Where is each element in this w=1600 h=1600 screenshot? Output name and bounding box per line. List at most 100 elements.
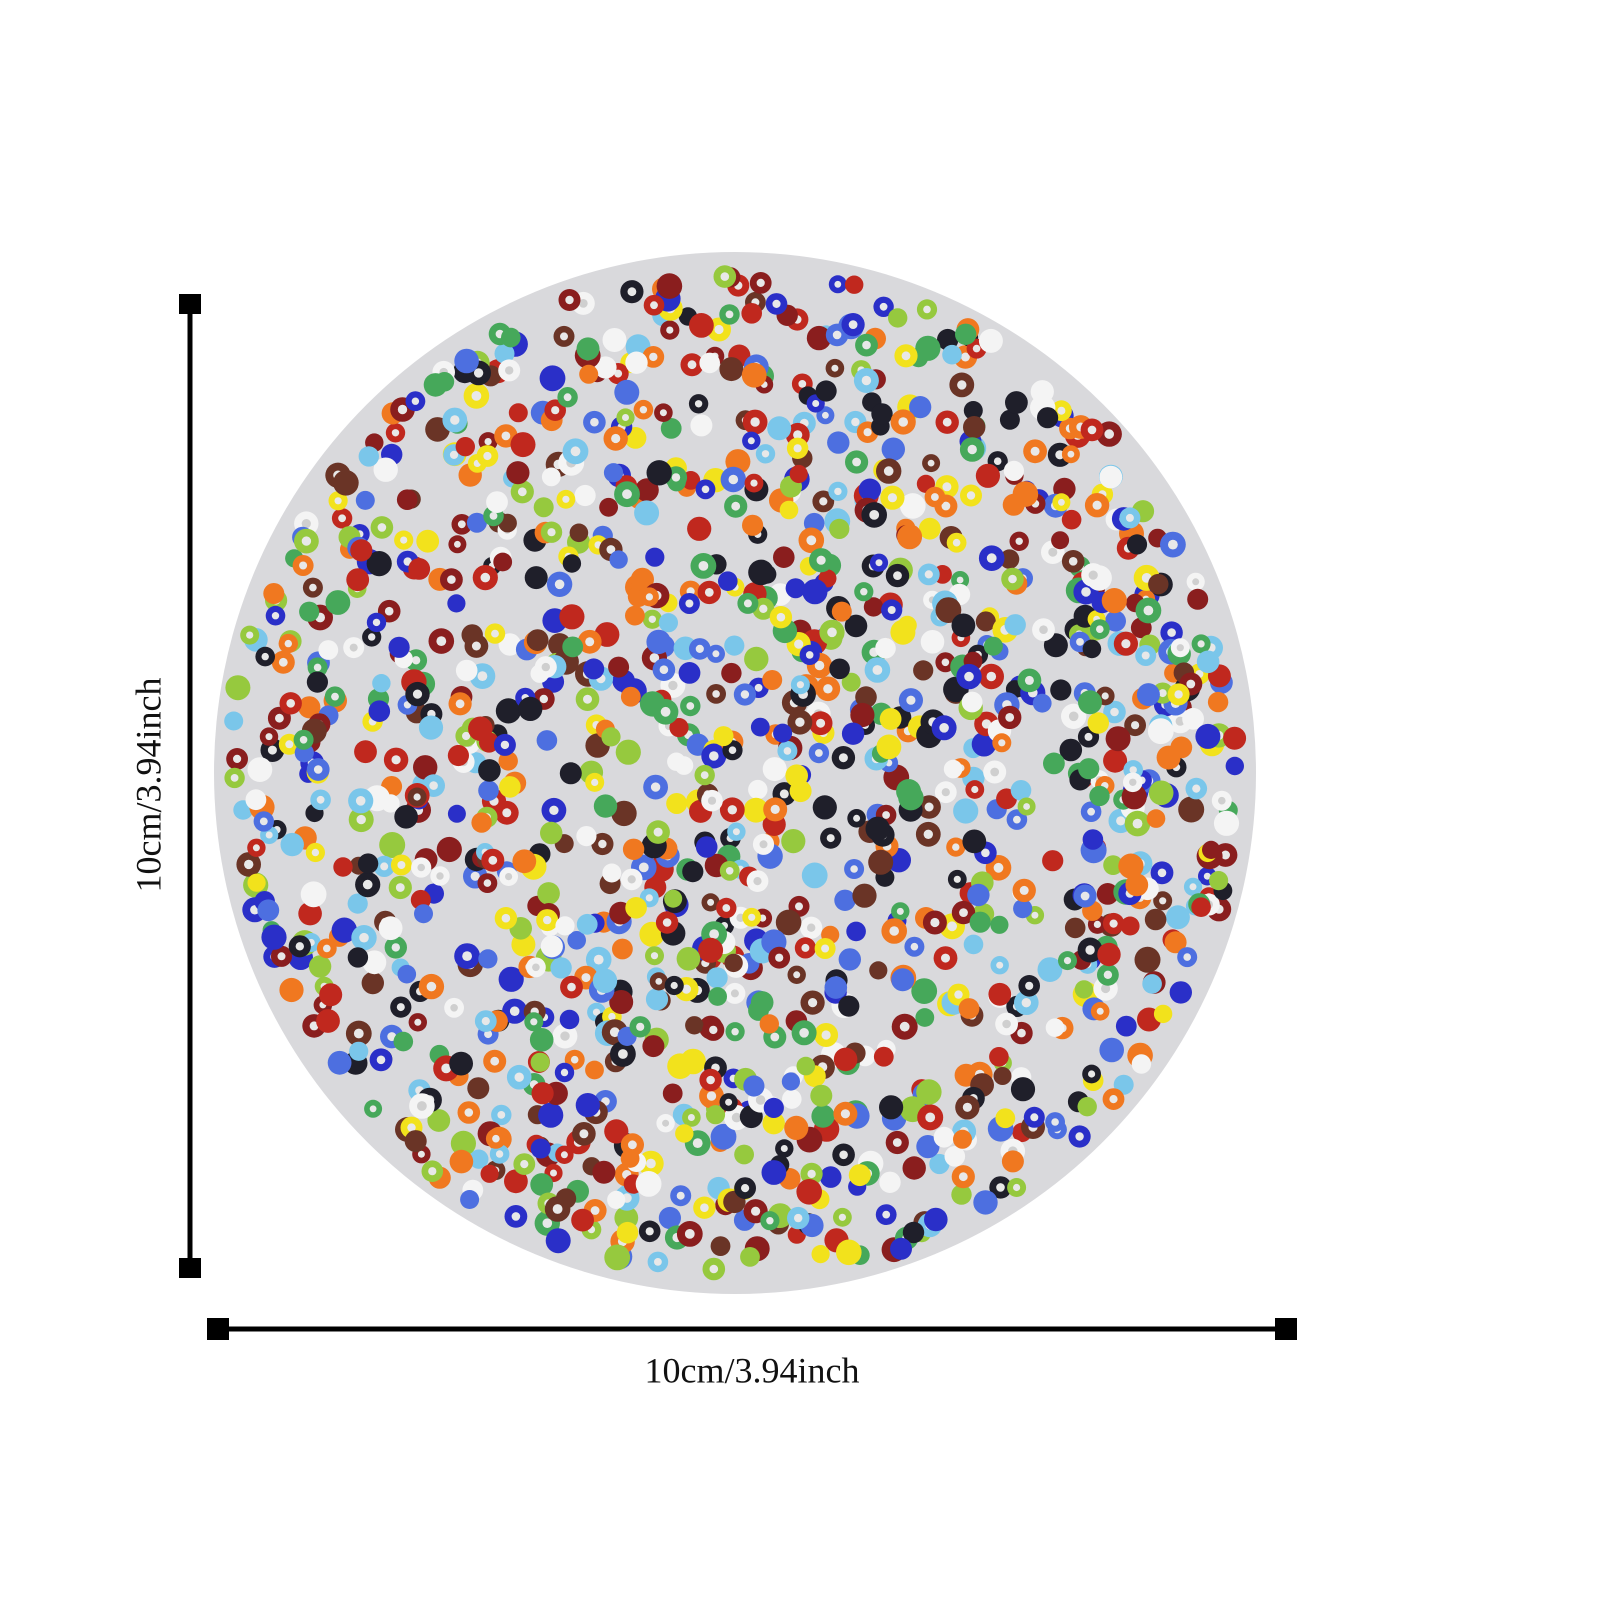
bead-hole [567,982,576,992]
bead-hole [441,1063,452,1074]
bead-hole [1176,644,1184,652]
bead [408,558,431,580]
bead-hole [391,429,400,437]
bead [796,1056,816,1076]
bead-hole [560,1151,568,1159]
bead [1099,465,1123,489]
bead-hole [1192,784,1201,793]
bead [1202,840,1221,860]
bead-hole [646,1158,656,1169]
bead-hole [1021,998,1031,1008]
bead [642,1035,665,1058]
bead [1074,980,1094,999]
bead-hole [1015,537,1023,545]
bead-hole [941,788,950,797]
bead [316,1009,340,1033]
bead-hole [334,497,342,505]
bead-hole [883,466,894,476]
bead-hole [956,576,964,584]
bead [669,718,689,738]
bead [574,484,596,507]
bead-hole [676,1191,685,1200]
bead [333,857,353,877]
bead [604,1244,631,1271]
bead [493,552,513,572]
bead-hole [309,583,317,592]
bead-hole [1068,557,1078,566]
bead-hole [712,650,720,658]
bead [963,416,986,439]
bead [1225,756,1245,776]
bead-hole [1013,1183,1021,1192]
bead [559,1009,580,1030]
bead [990,915,1009,934]
bead-hole [834,487,842,496]
bead [690,414,713,437]
bead-hole [728,474,739,485]
bead [257,899,280,922]
bead [879,708,902,730]
bead [993,1067,1012,1085]
bead-hole [400,536,408,544]
bead-hole [480,572,491,583]
bead-hole [514,1072,524,1082]
bead [1043,752,1065,775]
bead [494,343,515,364]
bead-hole [694,400,703,408]
bead-hole [286,699,296,708]
bead-hole [1167,628,1176,637]
bead [562,554,582,573]
bead [962,829,987,854]
bead-hole [750,479,758,487]
bead-hole [776,612,786,622]
bead [454,348,479,374]
bead [1005,391,1028,414]
bead-hole [898,417,908,427]
bead [1059,738,1083,762]
bead [801,862,828,889]
bead [416,529,440,553]
bead-hole [491,629,499,638]
bead [524,566,548,590]
bead-hole [1189,883,1197,891]
bead [541,467,561,487]
bead [1078,758,1100,780]
bead [999,549,1020,569]
bead-hole [750,417,760,427]
bead [935,597,962,623]
bead-hole [1024,675,1034,685]
bead-hole [709,1264,719,1274]
bead [909,396,932,419]
bead-hole [414,1018,422,1026]
bead-hole [931,493,939,501]
bead [460,1190,480,1209]
bead [378,916,403,941]
bead [911,978,938,1004]
bead [468,716,493,741]
bead-hole [770,1032,780,1042]
bead-hole [748,913,756,921]
bead-hole [417,1101,427,1111]
bead-hole [942,482,952,492]
bead-hole [966,491,976,500]
bead [781,829,806,854]
bead-hole [681,984,692,994]
bead [989,1047,1009,1067]
bead [478,949,498,969]
bead [819,1166,842,1188]
bead [499,776,521,798]
bead [625,351,648,374]
bead-hole [941,658,950,667]
bead [763,1097,784,1118]
bead [593,794,618,818]
bead-hole [814,660,825,671]
bead-hole [812,400,820,407]
bead [967,883,990,907]
bead-hole [645,1227,654,1236]
bead [611,800,637,827]
bead-hole [511,1212,521,1221]
bead-hole [959,908,968,917]
bead-hole [1080,891,1090,901]
bead [918,517,941,540]
bead-hole [754,683,763,692]
